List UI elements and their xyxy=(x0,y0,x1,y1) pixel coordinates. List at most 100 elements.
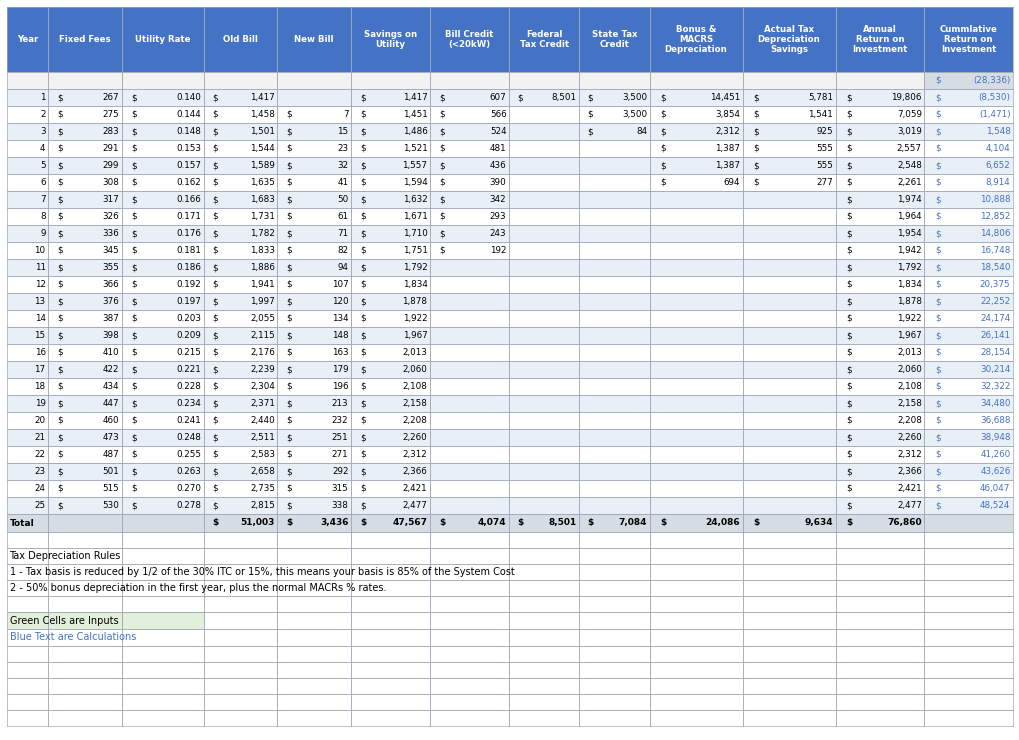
Bar xyxy=(204,208,277,225)
Text: Bonus &
MACRS
Depreciation: Bonus & MACRS Depreciation xyxy=(664,25,727,54)
Bar xyxy=(923,106,1012,123)
Bar xyxy=(277,514,351,532)
Bar xyxy=(835,89,923,106)
Bar xyxy=(923,463,1012,480)
Text: 317: 317 xyxy=(102,195,119,204)
Text: State Tax
Credit: State Tax Credit xyxy=(591,30,637,49)
Text: $: $ xyxy=(213,433,218,442)
Bar xyxy=(835,276,923,293)
Text: $: $ xyxy=(934,229,940,238)
Bar xyxy=(649,157,742,174)
Bar xyxy=(121,259,204,276)
Text: 5,781: 5,781 xyxy=(807,93,833,102)
Bar xyxy=(48,446,121,463)
Text: 1,922: 1,922 xyxy=(403,314,427,323)
Bar xyxy=(508,7,579,72)
Bar xyxy=(579,694,649,710)
Text: Green Cells are Inputs: Green Cells are Inputs xyxy=(9,616,118,625)
Bar xyxy=(835,710,923,726)
Text: 41: 41 xyxy=(337,178,348,187)
Text: $: $ xyxy=(213,348,218,357)
Bar xyxy=(835,310,923,327)
Bar xyxy=(835,106,923,123)
Text: $: $ xyxy=(846,382,851,391)
Bar xyxy=(742,629,835,646)
Text: $: $ xyxy=(360,297,366,306)
Bar xyxy=(649,412,742,429)
Bar xyxy=(351,106,430,123)
Bar xyxy=(923,446,1012,463)
Bar xyxy=(204,564,277,580)
Text: $: $ xyxy=(753,161,758,170)
Text: $: $ xyxy=(286,127,291,136)
Bar xyxy=(923,293,1012,310)
Bar xyxy=(649,429,742,446)
Text: $: $ xyxy=(213,212,218,221)
Text: 2,176: 2,176 xyxy=(250,348,275,357)
Bar xyxy=(48,174,121,191)
Bar xyxy=(204,463,277,480)
Text: $: $ xyxy=(660,127,665,136)
Text: $: $ xyxy=(439,127,444,136)
Text: 530: 530 xyxy=(102,501,119,510)
Text: $: $ xyxy=(439,161,444,170)
Text: Savings on
Utility: Savings on Utility xyxy=(364,30,417,49)
Bar xyxy=(430,678,508,694)
Text: $: $ xyxy=(360,212,366,221)
Bar xyxy=(835,174,923,191)
Bar xyxy=(277,157,351,174)
Bar xyxy=(48,259,121,276)
Text: Total: Total xyxy=(9,519,35,528)
Bar xyxy=(48,225,121,242)
Bar xyxy=(430,191,508,208)
Text: $: $ xyxy=(286,399,291,408)
Text: 1,751: 1,751 xyxy=(403,246,427,255)
Bar xyxy=(742,157,835,174)
Text: $: $ xyxy=(439,519,445,528)
Text: $: $ xyxy=(934,450,940,459)
Bar xyxy=(923,678,1012,694)
Bar xyxy=(649,242,742,259)
Bar xyxy=(742,72,835,89)
Text: 292: 292 xyxy=(331,467,348,476)
Bar xyxy=(204,629,277,646)
Text: 4: 4 xyxy=(40,144,46,153)
Bar xyxy=(579,344,649,361)
Text: $: $ xyxy=(934,365,940,374)
Text: $: $ xyxy=(846,467,851,476)
Text: 2,013: 2,013 xyxy=(896,348,921,357)
Bar xyxy=(7,140,48,157)
Text: 9,634: 9,634 xyxy=(804,519,833,528)
Text: 2,658: 2,658 xyxy=(250,467,275,476)
Text: 120: 120 xyxy=(331,297,348,306)
Bar xyxy=(430,463,508,480)
Bar xyxy=(835,225,923,242)
Bar xyxy=(430,646,508,662)
Text: 524: 524 xyxy=(489,127,505,136)
Text: 342: 342 xyxy=(489,195,505,204)
Text: 283: 283 xyxy=(102,127,119,136)
Text: $: $ xyxy=(934,297,940,306)
Text: 436: 436 xyxy=(489,161,505,170)
Bar xyxy=(277,612,351,629)
Bar xyxy=(121,497,204,514)
Text: $: $ xyxy=(213,297,218,306)
Text: $: $ xyxy=(131,229,137,238)
Bar xyxy=(579,463,649,480)
Bar xyxy=(121,480,204,497)
Text: $: $ xyxy=(846,484,851,493)
Bar xyxy=(923,429,1012,446)
Text: 2,421: 2,421 xyxy=(897,484,921,493)
Text: 9: 9 xyxy=(40,229,46,238)
Bar xyxy=(48,480,121,497)
Bar xyxy=(508,344,579,361)
Text: $: $ xyxy=(439,144,444,153)
Text: $: $ xyxy=(360,178,366,187)
Text: 19: 19 xyxy=(35,399,46,408)
Bar xyxy=(742,293,835,310)
Text: 338: 338 xyxy=(331,501,348,510)
Bar xyxy=(7,412,48,429)
Text: 24,086: 24,086 xyxy=(705,519,740,528)
Text: 22,252: 22,252 xyxy=(979,297,1010,306)
Bar xyxy=(7,293,48,310)
